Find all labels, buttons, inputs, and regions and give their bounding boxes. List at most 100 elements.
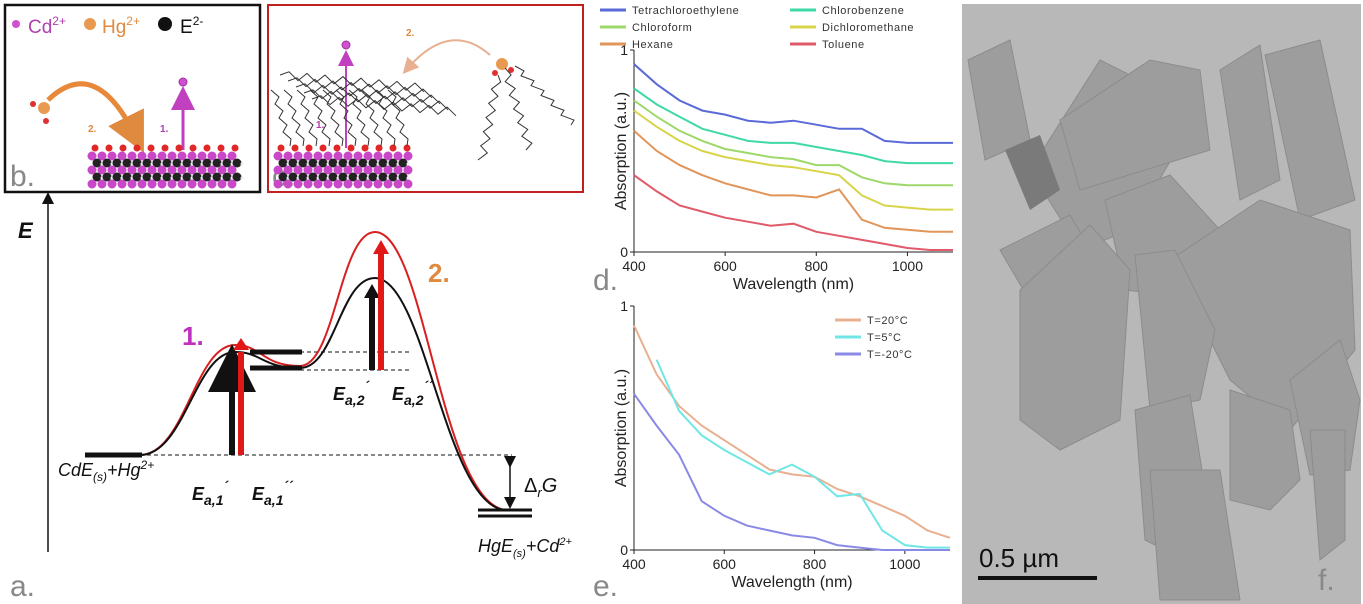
arrow-head: [233, 338, 249, 350]
atom: [273, 165, 283, 175]
atom: [167, 179, 177, 189]
y-tick-label: 0: [620, 542, 628, 558]
atom: [398, 158, 408, 168]
atom: [187, 165, 197, 175]
label-sup: ´´: [423, 378, 434, 394]
flake: [1059, 59, 1211, 191]
flake: [1019, 224, 1131, 451]
series-line: [633, 393, 950, 551]
surface-ligand: [277, 144, 285, 152]
legend-label: T=20°C: [867, 315, 908, 327]
ligand-head: [30, 101, 36, 107]
atom: [127, 151, 137, 161]
atom: [388, 172, 398, 182]
atom: [383, 179, 393, 189]
x-tick-label: 400: [622, 258, 646, 274]
atom-highlight: [406, 176, 410, 180]
x-tick-label: 800: [805, 258, 829, 274]
x-tick-label: 600: [713, 258, 737, 274]
atom: [97, 165, 107, 175]
atom: [373, 179, 383, 189]
atom: [162, 172, 172, 182]
flake: [1219, 44, 1281, 201]
atom: [303, 179, 313, 189]
ligand-chain: [295, 83, 441, 105]
surface-ligand: [119, 144, 127, 152]
label-sub: (s): [513, 548, 526, 560]
step-label: 2.: [88, 124, 97, 135]
atom: [313, 165, 323, 175]
atom: [353, 179, 363, 189]
atom: [298, 172, 308, 182]
scale-bar-label: 0.5 µm: [979, 543, 1059, 573]
atom: [207, 165, 217, 175]
flake: [1264, 39, 1356, 221]
label-sub: (s): [93, 470, 107, 484]
surface-ligand: [361, 144, 369, 152]
atom: [227, 151, 237, 161]
atom: [102, 172, 112, 182]
atom: [197, 165, 207, 175]
series-line: [633, 99, 953, 187]
series-line: [633, 130, 953, 233]
atom: [278, 172, 288, 182]
label-part: +Cd: [526, 536, 561, 556]
label-part: E: [392, 384, 405, 404]
atom: [343, 151, 353, 161]
surface-ligand: [133, 144, 141, 152]
atom: [373, 165, 383, 175]
atom: [358, 172, 368, 182]
atom: [373, 151, 383, 161]
label-part: HgE: [478, 536, 514, 556]
atom: [293, 151, 303, 161]
atom: [207, 179, 217, 189]
step-label: 1.: [182, 321, 204, 351]
flake: [1229, 389, 1301, 511]
atom: [122, 158, 132, 168]
ligand-chain: [287, 77, 433, 99]
ea2-black: Ea,2´: [333, 378, 370, 408]
atom: [333, 165, 343, 175]
ea2-red: Ea,2´´: [392, 378, 434, 408]
atom: [343, 165, 353, 175]
label-sup: ´´: [283, 478, 294, 494]
surface-ligand: [403, 144, 411, 152]
atom: [403, 179, 413, 189]
atom: [232, 172, 242, 182]
atom: [353, 165, 363, 175]
atom: [137, 151, 147, 161]
y-axis-label: Absorption (a.u.): [613, 369, 630, 487]
atom: [273, 179, 283, 189]
atom: [217, 151, 227, 161]
atom: [328, 172, 338, 182]
atom: [147, 179, 157, 189]
x-tick-label: 600: [713, 556, 737, 572]
atom: [323, 179, 333, 189]
x-tick-label: 400: [622, 556, 646, 572]
atom: [308, 158, 318, 168]
exchange-arrow: [402, 39, 491, 75]
atom: [177, 151, 187, 161]
series-line: [655, 359, 950, 549]
atom: [147, 151, 157, 161]
step-label: 2.: [406, 28, 415, 39]
ligand-chain: [387, 89, 409, 147]
e-icon: [158, 17, 172, 31]
atom: [137, 165, 147, 175]
surface-ligand: [161, 144, 169, 152]
delta-g-label: ΔrG: [524, 475, 557, 500]
legend-text: E: [180, 17, 193, 38]
atom: [363, 151, 373, 161]
atom: [202, 158, 212, 168]
ligand-chain: [477, 74, 502, 161]
legend-label: Tetrachloroethylene: [632, 5, 739, 17]
atom: [353, 151, 363, 161]
atom: [222, 172, 232, 182]
ligand-chain: [283, 89, 305, 147]
atom: [87, 179, 97, 189]
atom: [112, 172, 122, 182]
ligand-chain: [296, 89, 318, 147]
legend-sup: 2+: [52, 14, 66, 28]
atom: [192, 172, 202, 182]
